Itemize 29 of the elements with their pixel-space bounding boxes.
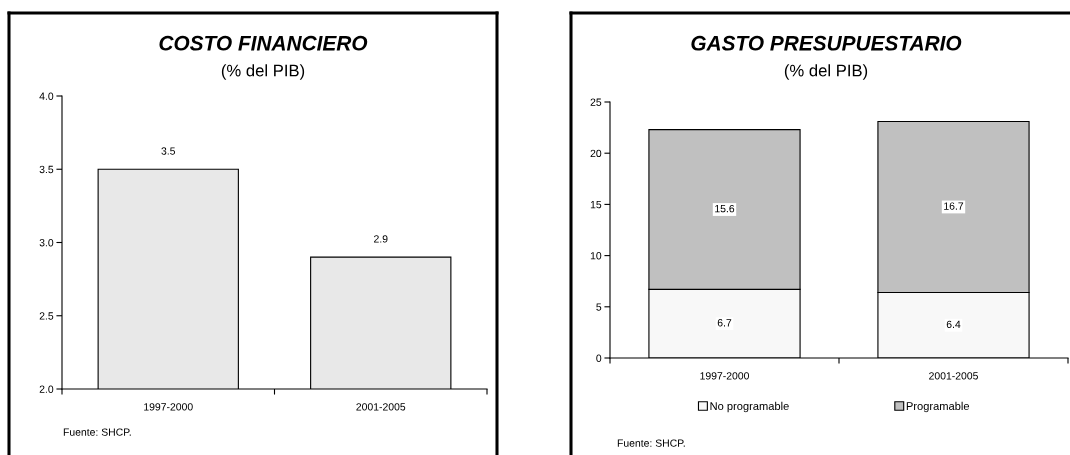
legend-label: Programable bbox=[906, 401, 970, 413]
source-note: Fuente: SHCP. bbox=[63, 428, 131, 436]
x-tick-label: 2001-2005 bbox=[929, 372, 978, 380]
source-note: Fuente: SHCP. bbox=[617, 439, 685, 447]
legend-label: No programable bbox=[710, 401, 789, 413]
y-tick-label: 3.0 bbox=[39, 239, 54, 247]
data-label: 3.5 bbox=[161, 147, 176, 155]
y-tick-label: 20 bbox=[590, 149, 602, 158]
chart-subtitle: (% del PIB) bbox=[784, 64, 868, 80]
chart-title: GASTO PRESUPUESTARIO bbox=[691, 35, 962, 51]
x-tick-label: 2001-2005 bbox=[356, 403, 406, 411]
y-tick-label: 10 bbox=[590, 252, 602, 260]
data-label: 6.4 bbox=[946, 320, 961, 329]
y-tick-label: 0 bbox=[596, 354, 602, 362]
y-tick-label: 3.5 bbox=[39, 165, 54, 174]
x-tick-label: 1997-2000 bbox=[700, 372, 749, 380]
data-label: 2.9 bbox=[374, 235, 388, 243]
data-label: 15.6 bbox=[715, 204, 735, 213]
y-tick-label: 25 bbox=[590, 98, 602, 106]
chart-title: COSTO FINANCIERO bbox=[159, 35, 368, 51]
y-tick-label: 5 bbox=[596, 303, 602, 311]
y-tick-label: 2.0 bbox=[39, 385, 54, 393]
y-tick-label: 15 bbox=[590, 201, 602, 209]
data-label: 16.7 bbox=[944, 202, 964, 210]
chart-subtitle: (% del PIB) bbox=[221, 64, 305, 80]
data-label: 6.7 bbox=[717, 319, 732, 327]
y-tick-label: 4.0 bbox=[39, 92, 54, 100]
y-tick-label: 2.5 bbox=[39, 312, 54, 320]
x-tick-label: 1997-2000 bbox=[144, 403, 193, 411]
